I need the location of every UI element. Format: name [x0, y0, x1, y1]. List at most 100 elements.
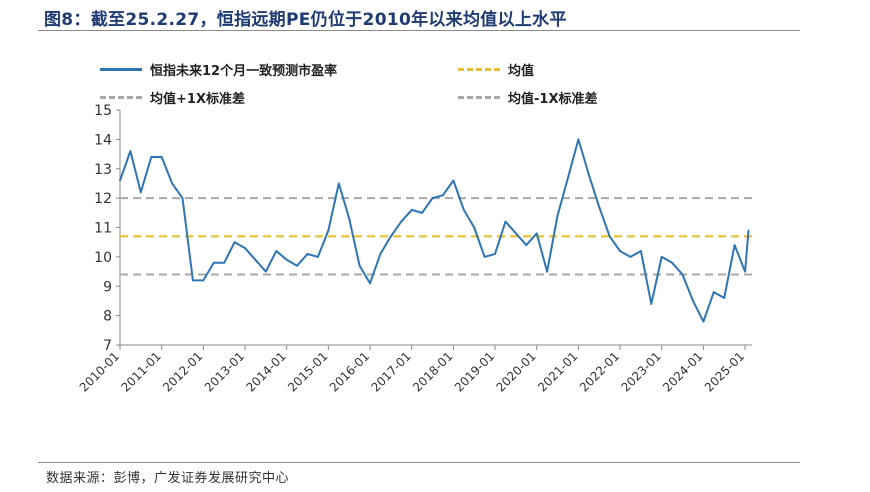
pe-point	[452, 179, 455, 182]
x-tick-label: 2011-01	[118, 349, 163, 394]
pe-series	[119, 138, 750, 323]
pe-point	[525, 244, 528, 247]
pe-point	[692, 300, 694, 302]
pe-point	[514, 232, 517, 235]
x-tick-label: 2019-01	[452, 349, 497, 394]
y-tick-label: 8	[103, 309, 112, 325]
pe-point	[254, 258, 257, 261]
pe-point	[244, 247, 246, 249]
source-bar: 数据来源：彭博，广发证券发展研究中心	[38, 462, 800, 486]
pe-point	[504, 220, 507, 223]
pe-point	[150, 156, 153, 158]
x-tick-label: 2023-01	[618, 349, 663, 394]
x-tick-label: 2010-01	[77, 349, 122, 394]
pe-point	[285, 258, 288, 261]
pe-point	[327, 229, 330, 232]
pe-point	[192, 279, 194, 282]
pe-point	[410, 208, 413, 211]
pe-point	[358, 264, 361, 267]
x-tick-label: 2015-01	[285, 349, 330, 394]
legend-swatch-pe	[100, 68, 142, 71]
x-tick-label: 2020-01	[493, 349, 538, 394]
pe-point	[473, 226, 476, 229]
pe-point	[577, 138, 580, 141]
pe-point	[223, 261, 226, 264]
pe-point	[733, 244, 736, 247]
pe-point	[379, 253, 382, 255]
pe-point	[747, 229, 750, 232]
pe-point	[671, 261, 674, 264]
x-tick-label: 2018-01	[410, 349, 455, 394]
x-tick-label: 2013-01	[202, 349, 247, 394]
pe-point	[619, 250, 621, 252]
y-tick-label: 12	[94, 191, 112, 207]
pe-point	[233, 241, 236, 244]
x-tick-label: 2024-01	[660, 349, 705, 394]
pe-point	[212, 261, 215, 264]
pe-point	[421, 211, 424, 214]
x-tick-label: 2022-01	[577, 349, 622, 394]
pe-point	[598, 206, 601, 208]
pe-point	[160, 156, 163, 158]
source-note: 数据来源：彭博，广发证券发展研究中心	[46, 471, 290, 486]
x-tick-label: 2017-01	[368, 349, 413, 394]
pe-point	[650, 302, 653, 305]
legend-label-minus: 均值-1X标准差	[508, 92, 598, 107]
pe-point	[306, 253, 309, 255]
pe-point	[556, 214, 559, 217]
pe-point	[639, 250, 642, 252]
pe-point	[431, 197, 434, 200]
y-tick-label: 11	[94, 221, 112, 237]
y-tick-label: 7	[103, 338, 112, 354]
pe-point	[139, 191, 142, 194]
pe-point	[462, 208, 465, 211]
x-tick-label: 2016-01	[327, 349, 372, 394]
pe-point	[369, 282, 371, 285]
pe-point	[275, 250, 278, 252]
pe-point	[723, 297, 726, 299]
legend-swatch-plus	[100, 96, 142, 99]
legend-label-plus: 均值+1X标准差	[150, 92, 245, 107]
pe-point	[442, 194, 444, 197]
legend-label-pe: 恒指未来12个月一致预测市盈率	[150, 64, 338, 79]
legend-swatch-mean	[458, 68, 500, 71]
pe-point	[702, 320, 705, 323]
pe-point	[567, 176, 569, 179]
figure-title: 图8：截至25.2.27，恒指远期PE仍位于2010年以来均值以上水平	[44, 10, 567, 30]
pe-point	[389, 235, 392, 238]
pe-point	[400, 220, 403, 223]
pe-point	[317, 255, 319, 258]
pe-point	[587, 173, 590, 176]
legend-label-mean: 均值	[508, 64, 535, 79]
x-tick-label: 2021-01	[535, 349, 580, 394]
pe-point	[296, 264, 298, 267]
x-tick-label: 2014-01	[243, 349, 288, 394]
y-tick-label: 9	[103, 279, 112, 295]
pe-point	[171, 182, 173, 185]
legend-swatch-minus	[458, 96, 500, 99]
pe-point	[546, 270, 549, 273]
pe-chart: 7 8 9 10 11 12 13 14 15 2010-012011-012012-012013…	[77, 103, 752, 395]
pe-point	[483, 255, 486, 258]
pe-line	[119, 138, 750, 323]
pe-point	[535, 232, 538, 235]
chart-axes: 7 8 9 10 11 12 13 14 15 2010-012011-012012-012013…	[77, 103, 752, 395]
pe-point	[629, 255, 632, 258]
pe-point	[202, 279, 205, 282]
pe-point	[681, 273, 684, 276]
pe-point	[129, 150, 132, 153]
x-tick-label: 2012-01	[160, 349, 205, 394]
x-tick-label: 2025-01	[702, 349, 747, 394]
pe-point	[181, 197, 184, 200]
y-tick-label: 10	[94, 250, 112, 266]
y-tick-label: 14	[94, 132, 112, 148]
pe-point	[744, 270, 746, 273]
pe-point	[608, 235, 611, 238]
y-tick-label: 13	[94, 162, 112, 178]
pe-point	[264, 270, 267, 273]
pe-point	[494, 253, 496, 255]
pe-point	[337, 182, 340, 185]
pe-point	[660, 255, 663, 258]
y-tick-label: 15	[94, 103, 112, 119]
pe-point	[348, 217, 351, 220]
